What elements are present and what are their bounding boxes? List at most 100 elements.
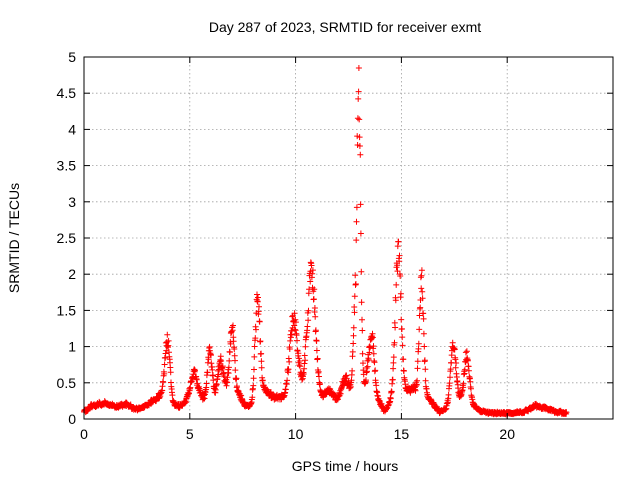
data-point [311,286,318,293]
data-point [445,391,452,398]
data-point [312,327,319,334]
data-point [209,366,216,373]
data-point [449,339,456,346]
data-point [415,345,422,352]
data-point [418,267,425,274]
data-point [308,262,315,269]
data-point [305,317,312,324]
data-point [306,286,313,293]
data-point [161,361,168,368]
data-point [317,380,323,387]
data-point [467,378,474,385]
data-point [421,343,428,350]
data-point [165,337,172,344]
data-point [286,358,293,365]
data-point [452,356,459,363]
data-point [213,381,220,388]
data-point [203,380,210,387]
data-point [343,375,350,382]
data-points-layer [81,65,570,418]
data-point [371,359,378,366]
y-tick-label: 4.5 [57,85,77,101]
data-point [301,365,308,372]
data-point [370,343,377,350]
data-point [292,327,299,334]
data-point [282,386,289,393]
data-point [453,360,460,366]
data-point [352,281,359,287]
data-point [204,369,211,376]
data-point [422,377,429,384]
data-point [230,322,236,329]
data-point [420,330,427,337]
data-point [359,327,366,334]
data-point [208,352,214,359]
y-tick-label: 2.5 [57,230,77,246]
y-tick-label: 0 [68,411,76,427]
data-point [258,350,265,357]
data-point [219,363,226,370]
data-point [373,382,380,389]
data-point [350,324,357,331]
data-point [357,230,364,237]
data-point [417,274,424,281]
data-point [226,349,233,356]
data-point [414,377,421,384]
data-point [255,294,261,301]
data-point [226,357,233,364]
data-point [312,313,319,320]
data-point [418,272,425,279]
data-point [294,337,300,344]
data-point [295,350,302,357]
y-tick-label: 4 [68,121,76,137]
data-point [285,366,292,373]
data-point [293,332,300,339]
data-point [301,360,308,367]
data-point [364,368,370,375]
x-tick-label: 10 [288,426,304,442]
data-point [302,343,309,350]
data-point [390,354,397,361]
data-point [192,367,198,374]
data-point [351,293,358,300]
data-point [291,322,298,329]
data-point [350,332,357,339]
data-point [397,273,404,279]
data-point [355,65,362,71]
data-point [392,297,399,304]
data-point [288,331,295,338]
data-point [387,395,394,402]
data-point [394,262,401,269]
data-point [300,371,307,377]
data-point [348,377,355,384]
x-tick-label: 5 [186,426,194,442]
data-point [297,363,303,370]
data-point [258,364,265,371]
data-point [286,346,293,352]
data-point [365,356,372,363]
data-point [389,376,396,383]
data-point [161,370,168,377]
data-point [307,278,314,285]
y-tick-label: 2 [68,266,76,282]
data-point [311,305,318,311]
data-point [359,350,366,357]
data-point [363,377,369,384]
data-point [367,344,374,351]
data-point [350,340,357,347]
data-point [225,370,232,377]
data-point [420,310,427,317]
data-point [392,324,399,331]
data-point [468,385,474,392]
data-point [465,367,472,374]
data-point [349,367,356,374]
data-point [395,238,402,245]
data-point [353,237,360,244]
data-point [349,348,356,355]
data-point [451,346,458,353]
y-tick-label: 0.5 [57,375,77,391]
data-point [256,303,262,310]
data-point [414,358,421,365]
data-point [289,313,296,320]
